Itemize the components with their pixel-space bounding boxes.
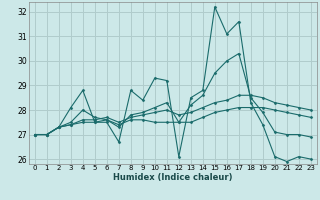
X-axis label: Humidex (Indice chaleur): Humidex (Indice chaleur)	[113, 173, 233, 182]
